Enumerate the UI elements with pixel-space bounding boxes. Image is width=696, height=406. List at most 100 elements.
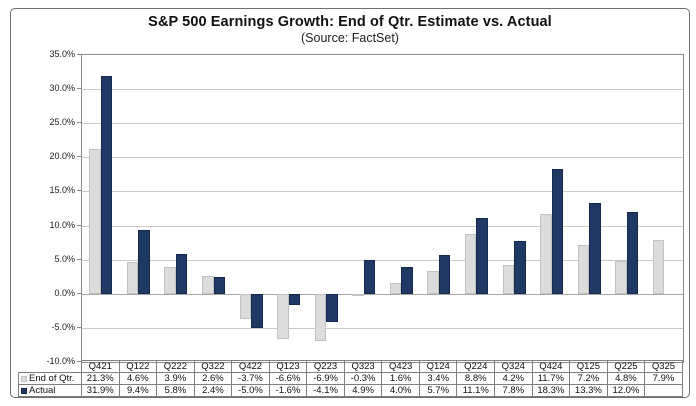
y-axis-tick-mark bbox=[77, 156, 81, 158]
bar-estimate bbox=[615, 261, 627, 294]
bar-actual bbox=[514, 240, 526, 294]
data-table: Q421 Q122 Q222 Q322 Q422 Q123 Q223 Q323 Q423 Q124… bbox=[18, 360, 683, 397]
gridline bbox=[82, 259, 683, 261]
value-cell: 8.8% bbox=[456, 372, 496, 385]
gridline bbox=[82, 327, 683, 329]
bar-estimate bbox=[540, 214, 552, 294]
y-axis-tick-label: 10.0% bbox=[49, 219, 75, 230]
bar-actual bbox=[213, 277, 225, 294]
quarter-header-cell: Q123 bbox=[268, 360, 308, 373]
value-cell: 1.6% bbox=[381, 372, 420, 385]
bar-estimate bbox=[277, 293, 289, 339]
table-row: Actual 31.9% 9.4% 5.8% 2.4% -5.0% -1.6% -4.1% 4.… bbox=[18, 384, 683, 397]
y-axis-tick-mark bbox=[77, 326, 81, 328]
quarter-header-cell: Q323 bbox=[343, 360, 383, 373]
table-header-row: Q421 Q122 Q222 Q322 Q422 Q123 Q223 Q323 Q423 Q124… bbox=[19, 360, 683, 373]
y-axis-tick-mark bbox=[77, 292, 81, 294]
gridline bbox=[82, 225, 683, 227]
gridline bbox=[82, 89, 683, 91]
bar-actual bbox=[476, 218, 488, 294]
quarter-header-cell: Q421 bbox=[81, 360, 120, 373]
quarter-header-cell: Q324 bbox=[494, 360, 533, 373]
value-cell: 11.7% bbox=[531, 372, 571, 385]
value-cell: 31.9% bbox=[81, 384, 120, 397]
value-cell: 11.1% bbox=[456, 384, 496, 397]
value-cell: -0.3% bbox=[343, 372, 383, 385]
value-cell: 4.2% bbox=[494, 372, 533, 385]
value-cell: 13.3% bbox=[569, 384, 608, 397]
value-cell: -3.7% bbox=[231, 372, 270, 385]
quarter-header-cell: Q424 bbox=[531, 360, 571, 373]
bar-actual bbox=[251, 293, 263, 328]
value-cell: 3.4% bbox=[418, 372, 458, 385]
value-cell: 12.0% bbox=[606, 384, 646, 397]
bar-estimate bbox=[427, 270, 439, 294]
bar-estimate bbox=[652, 239, 665, 294]
bar-actual bbox=[175, 254, 188, 294]
legend-label: Actual bbox=[29, 385, 56, 396]
y-axis-tick-mark bbox=[77, 88, 81, 90]
value-cell: 2.6% bbox=[193, 372, 233, 385]
zero-gridline bbox=[82, 293, 683, 295]
value-cell: 4.9% bbox=[343, 384, 383, 397]
bar-actual bbox=[288, 293, 301, 305]
y-axis-tick-label: 30.0% bbox=[49, 83, 75, 94]
bar-estimate bbox=[502, 265, 514, 294]
value-cell: -5.0% bbox=[231, 384, 270, 397]
bar-estimate bbox=[352, 293, 364, 296]
quarter-header-cell: Q222 bbox=[156, 360, 195, 373]
y-axis-tick-mark bbox=[77, 54, 81, 55]
y-axis-tick-mark bbox=[77, 258, 81, 260]
quarter-header-cell: Q422 bbox=[231, 360, 270, 373]
value-cell: 4.8% bbox=[606, 372, 646, 385]
bar-actual bbox=[138, 229, 150, 294]
y-axis-tick-label: -10.0% bbox=[46, 356, 75, 366]
bar-estimate bbox=[164, 267, 176, 294]
bar-estimate bbox=[389, 282, 402, 294]
legend-label: End of Qtr. bbox=[29, 373, 75, 384]
value-cell: -6.6% bbox=[268, 372, 308, 385]
table-corner-cell bbox=[19, 361, 82, 373]
legend-cell: Actual bbox=[18, 384, 82, 397]
gridline bbox=[82, 191, 683, 193]
chart-subtitle: (Source: FactSet) bbox=[301, 31, 399, 45]
chart-title: S&P 500 Earnings Growth: End of Qtr. Est… bbox=[148, 14, 552, 30]
gridline bbox=[82, 157, 683, 159]
actual-legend-swatch-icon bbox=[21, 387, 27, 394]
estimate-legend-swatch-icon bbox=[21, 375, 27, 382]
bar-estimate bbox=[202, 276, 214, 294]
chart-frame: S&P 500 Earnings Growth: End of Qtr. Est… bbox=[10, 8, 690, 398]
bar-actual bbox=[363, 260, 376, 294]
value-cell: 2.4% bbox=[193, 384, 233, 397]
value-cell: -4.1% bbox=[306, 384, 345, 397]
bar-estimate bbox=[577, 244, 590, 294]
bar-actual bbox=[551, 168, 563, 294]
bar-actual bbox=[326, 293, 338, 322]
y-axis-tick-mark bbox=[77, 224, 81, 226]
value-cell bbox=[644, 384, 683, 397]
y-axis-tick-label: 15.0% bbox=[49, 185, 75, 196]
value-cell: 4.6% bbox=[118, 372, 158, 385]
gridline bbox=[82, 123, 683, 125]
bar-actual bbox=[438, 254, 451, 294]
value-cell: 5.8% bbox=[156, 384, 195, 397]
bar-actual bbox=[401, 266, 413, 294]
value-cell: 3.9% bbox=[156, 372, 195, 385]
quarter-header-cell: Q322 bbox=[193, 360, 233, 373]
plot-area bbox=[81, 54, 684, 363]
quarter-header-cell: Q423 bbox=[381, 360, 420, 373]
bar-actual bbox=[100, 76, 113, 294]
value-cell: 21.3% bbox=[81, 372, 120, 385]
bar-estimate bbox=[126, 262, 139, 294]
y-axis-tick-label: -5.0% bbox=[51, 321, 75, 332]
y-axis-tick-mark bbox=[77, 190, 81, 192]
y-axis-tick-label: 20.0% bbox=[49, 151, 75, 162]
y-axis-tick-label: 0.0% bbox=[54, 287, 75, 298]
bar-estimate bbox=[464, 233, 477, 294]
value-cell: 7.8% bbox=[494, 384, 533, 397]
quarter-header-cell: Q122 bbox=[118, 360, 158, 373]
value-cell: -6.9% bbox=[306, 372, 345, 385]
quarter-header-cell: Q225 bbox=[606, 360, 646, 373]
value-cell: 5.7% bbox=[418, 384, 458, 397]
y-axis-tick-label: 25.0% bbox=[49, 117, 75, 128]
